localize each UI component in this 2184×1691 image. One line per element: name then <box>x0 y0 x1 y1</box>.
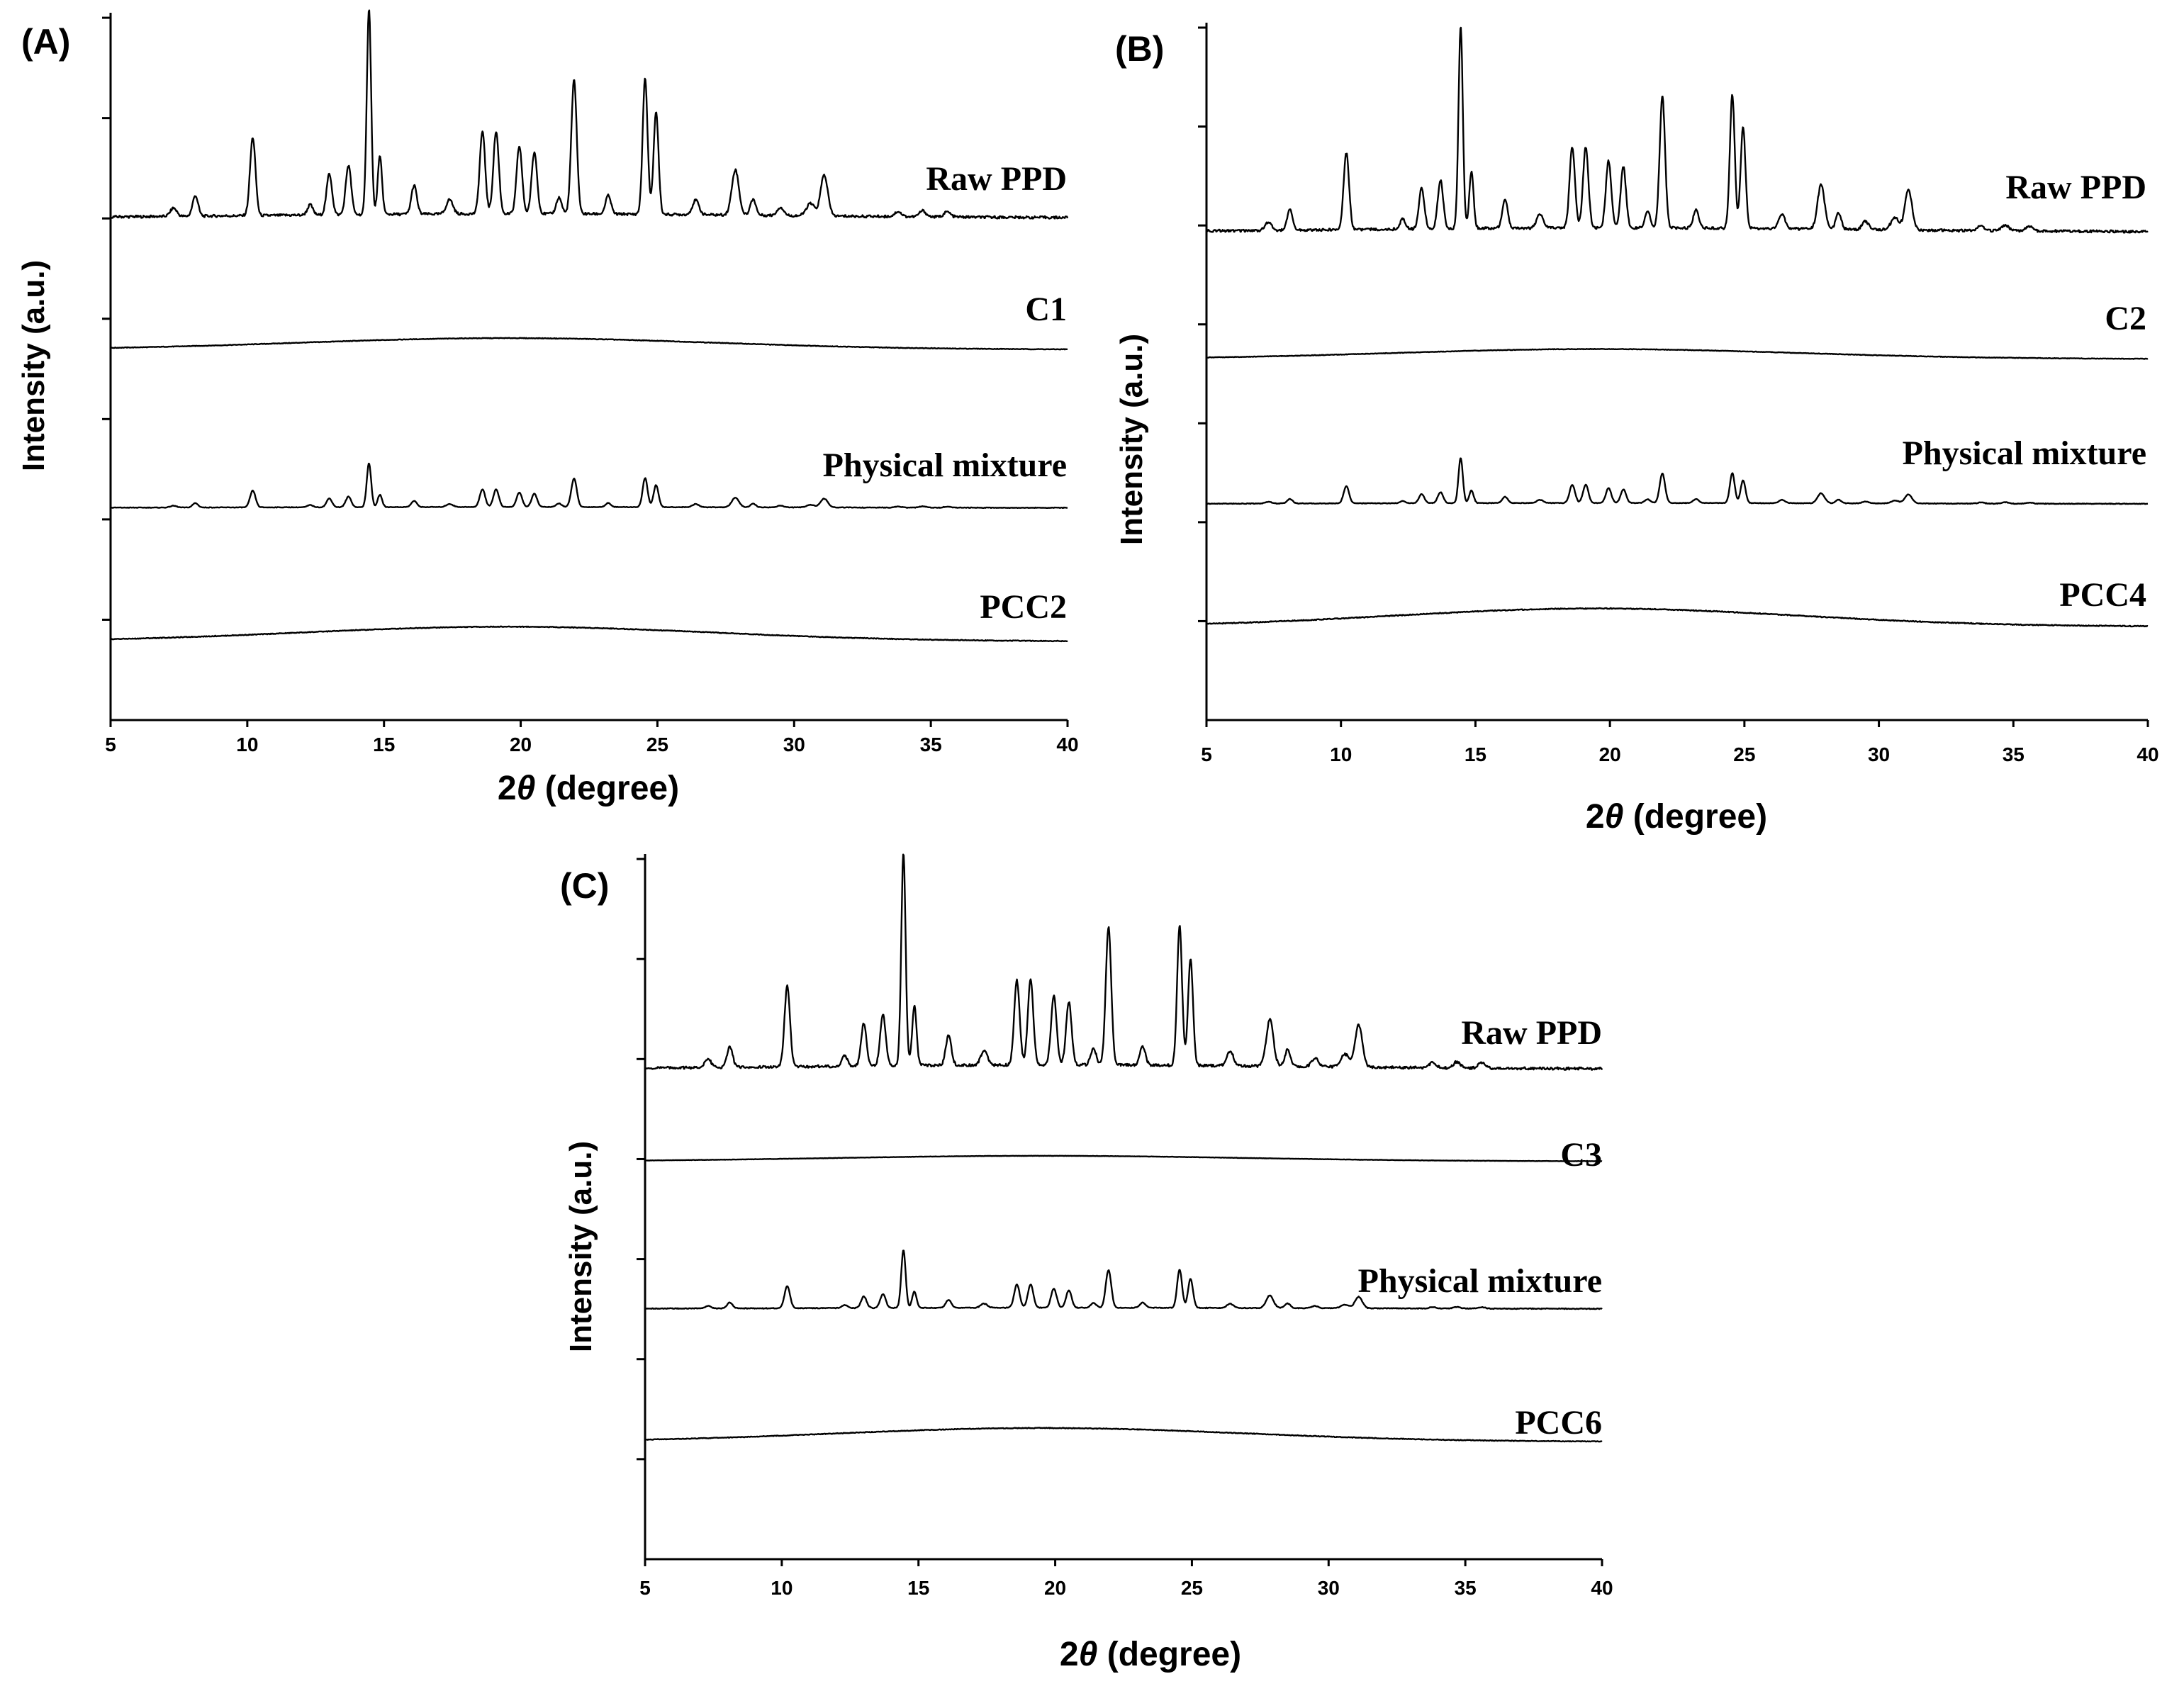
series-label: Raw PPD <box>1461 1014 1602 1052</box>
x-axis-label: 2θ (degree) <box>498 770 679 807</box>
x-tick-label: 25 <box>1181 1577 1203 1599</box>
series-trace <box>1206 457 2149 505</box>
x-tick-label: 35 <box>1455 1577 1477 1599</box>
series-label: C2 <box>2105 300 2146 337</box>
series-label: PCC2 <box>980 588 1067 626</box>
x-tick-label: 40 <box>2137 743 2158 765</box>
series-trace <box>644 853 1603 1071</box>
x-axis-label: 2θ (degree) <box>1060 1636 1241 1673</box>
series-label: Physical mixture <box>1358 1262 1602 1300</box>
x-tick-label: 10 <box>236 734 258 755</box>
series-trace <box>1206 348 2149 360</box>
series-label: C3 <box>1560 1136 1602 1174</box>
x-tick-label: 5 <box>639 1577 651 1599</box>
x-tick-label: 25 <box>1733 743 1755 765</box>
panel-label: (B) <box>1115 29 1164 69</box>
x-tick-label: 30 <box>783 734 805 755</box>
x-tick-label: 10 <box>771 1577 793 1599</box>
x-tick-label: 15 <box>373 734 395 755</box>
series-trace <box>644 1249 1603 1310</box>
series-label: C1 <box>1025 291 1067 328</box>
y-axis-label: Intensity (a.u.) <box>1114 334 1149 545</box>
y-axis-label: Intensity (a.u.) <box>564 1141 598 1352</box>
panel-label: (C) <box>560 866 609 906</box>
series-label: Physical mixture <box>823 446 1067 484</box>
series-trace <box>110 625 1068 643</box>
series-trace <box>644 1155 1603 1162</box>
x-tick-label: 20 <box>1599 743 1621 765</box>
x-tick-label: 25 <box>646 734 668 755</box>
y-axis-label: Intensity (a.u.) <box>16 260 51 471</box>
series-label: Raw PPD <box>926 160 1067 198</box>
series-trace <box>1206 26 2149 234</box>
x-tick-label: 10 <box>1330 743 1352 765</box>
panel-a: 5 10 15 20 25 30 35 40 (A) Intensity (a.u.) 2θ (de… <box>16 9 1079 807</box>
series-label: Raw PPD <box>2005 169 2146 206</box>
series-trace <box>110 337 1068 351</box>
series-trace <box>1206 607 2149 628</box>
series-trace <box>109 9 1069 220</box>
x-tick-label: 40 <box>1056 734 1078 755</box>
x-tick-label: 15 <box>907 1577 929 1599</box>
x-axis-label: 2θ (degree) <box>1586 798 1767 836</box>
series-label: PCC6 <box>1515 1404 1602 1442</box>
series-trace <box>110 462 1068 509</box>
x-tick-label: 30 <box>1868 743 1890 765</box>
series-label: Physical mixture <box>1903 434 2146 472</box>
x-tick-label: 20 <box>510 734 532 755</box>
x-tick-label: 5 <box>1201 743 1212 765</box>
x-tick-label: 30 <box>1318 1577 1340 1599</box>
x-tick-label: 15 <box>1465 743 1486 765</box>
x-tick-label: 35 <box>920 734 942 755</box>
x-tick-label: 5 <box>105 734 116 755</box>
panel-label: (A) <box>21 22 70 62</box>
panel-b: 5 10 15 20 25 30 35 40 (B) Intensity (a.u.) 2θ (de… <box>1114 23 2159 836</box>
x-tick-label: 35 <box>2003 743 2025 765</box>
series-trace <box>644 1427 1603 1443</box>
x-tick-label: 40 <box>1591 1577 1613 1599</box>
panel-c: 5 10 15 20 25 30 35 40 (C) Intensity (a.u.) 2θ (de… <box>560 853 1613 1673</box>
x-tick-label: 20 <box>1044 1577 1066 1599</box>
series-label: PCC4 <box>2059 576 2146 614</box>
